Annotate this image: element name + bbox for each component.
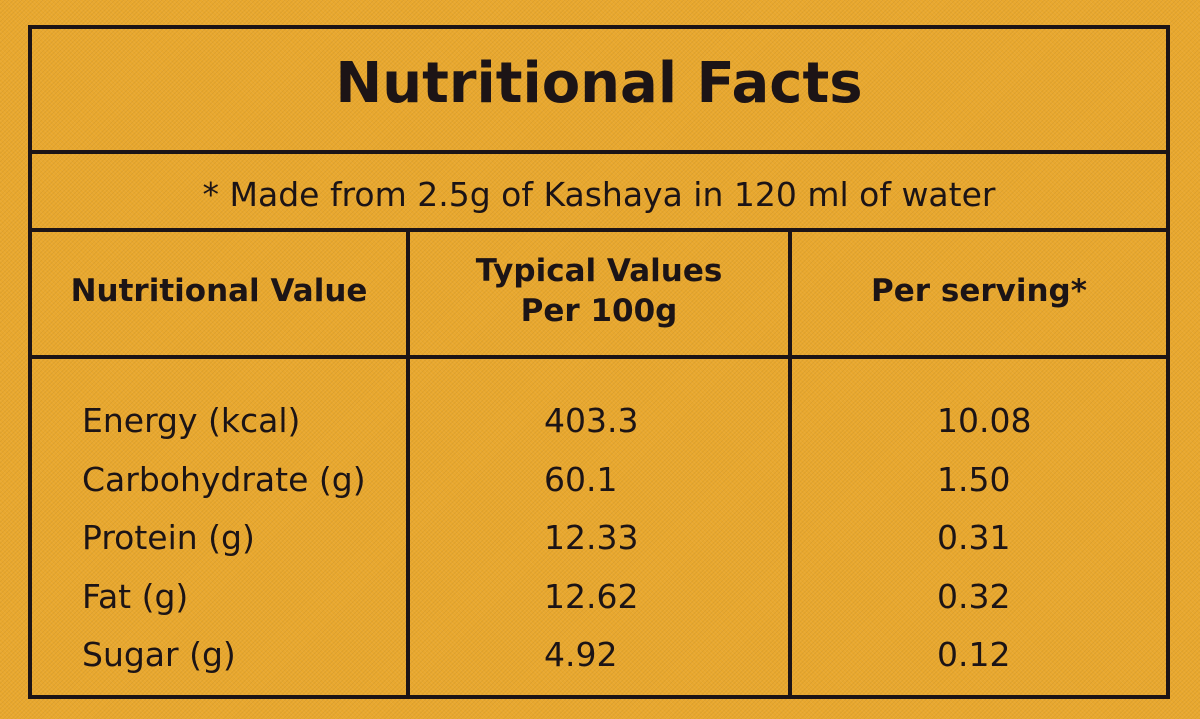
- row-name: Sugar (g): [82, 635, 236, 674]
- serving-column: 10.08 1.50 0.31 0.32 0.12: [937, 392, 1157, 685]
- row-serving: 0.31: [937, 518, 1011, 557]
- row-serving: 10.08: [937, 401, 1032, 440]
- column-divider: [406, 228, 410, 695]
- header-nutritional-value: Nutritional Value: [70, 273, 368, 309]
- serving-note: * Made from 2.5g of Kashaya in 120 ml of…: [202, 175, 996, 214]
- row-serving: 0.32: [937, 576, 1011, 616]
- nutrition-table: Nutritional Facts * Made from 2.5g of Ka…: [28, 25, 1170, 699]
- divider: [32, 150, 1166, 154]
- row-name: Fat (g): [82, 576, 189, 616]
- row-per100: 60.1: [544, 459, 618, 499]
- row-name: Carbohydrate (g): [82, 459, 366, 499]
- column-divider: [788, 228, 792, 695]
- header-line: Per 100g: [520, 293, 678, 329]
- table-title: Nutritional Facts: [335, 51, 863, 116]
- row-name: Energy (kcal): [82, 401, 301, 440]
- row-per100: 12.33: [544, 518, 639, 557]
- row-name: Protein (g): [82, 518, 255, 557]
- row-serving: 0.12: [937, 635, 1011, 674]
- row-per100: 403.3: [544, 401, 639, 440]
- header-line: Typical Values: [475, 253, 723, 289]
- per100-column: 403.3 60.1 12.33 12.62 4.92: [544, 392, 784, 685]
- header-typical-values: Typical Values Per 100g: [410, 251, 788, 331]
- names-column: Energy (kcal) Carbohydrate (g) Protein (…: [82, 392, 402, 685]
- row-serving: 1.50: [937, 459, 1011, 499]
- row-per100: 4.92: [544, 635, 618, 674]
- divider: [32, 228, 1166, 232]
- divider: [32, 355, 1166, 359]
- header-per-serving: Per serving*: [871, 273, 1087, 309]
- row-per100: 12.62: [544, 576, 639, 616]
